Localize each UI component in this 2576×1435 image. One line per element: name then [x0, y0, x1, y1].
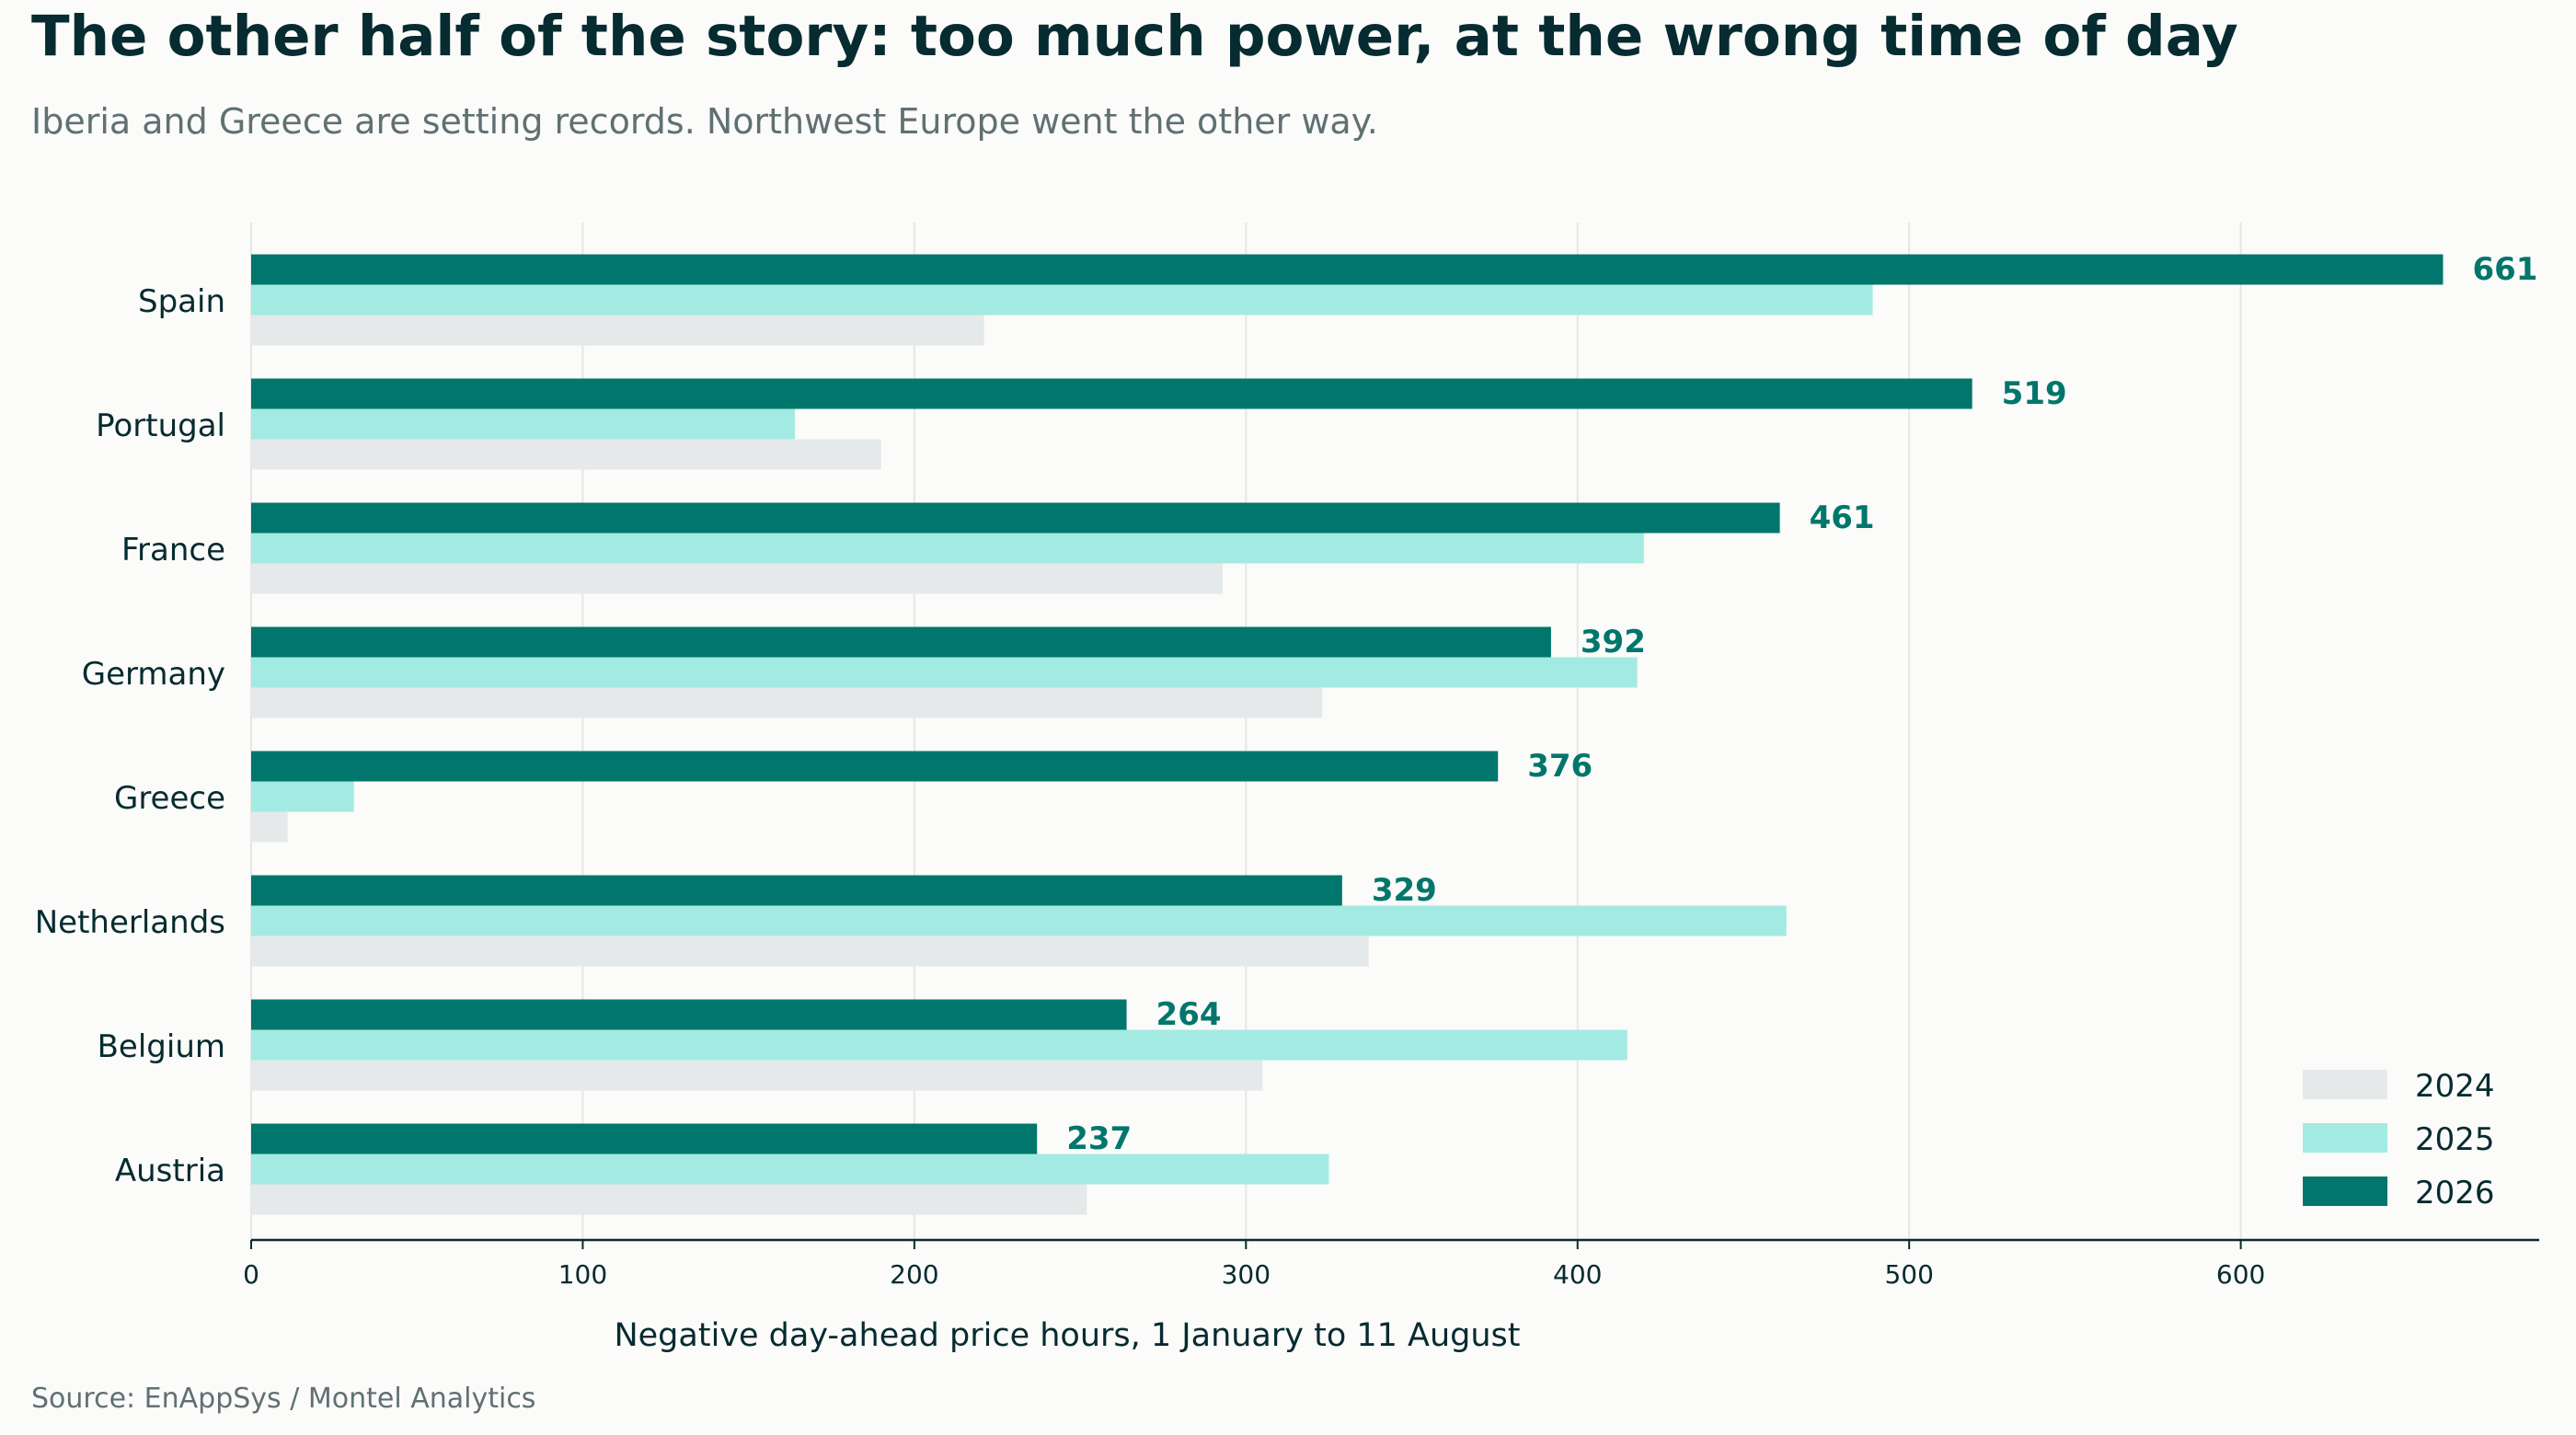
data-label-greece: 376: [1527, 748, 1593, 785]
bar-belgium-2024: [251, 1060, 1263, 1091]
category-label-portugal: Portugal: [96, 408, 225, 444]
legend-swatch-2024: [2303, 1070, 2387, 1099]
x-tick-label: 0: [243, 1259, 259, 1290]
bar-france-2026: [251, 502, 1780, 534]
category-label-germany: Germany: [82, 656, 225, 693]
bar-germany-2025: [251, 657, 1638, 688]
legend-swatch-2025: [2303, 1123, 2387, 1153]
legend-label-2026: 2026: [2415, 1175, 2495, 1211]
data-label-austria: 237: [1066, 1120, 1132, 1157]
bar-netherlands-2025: [251, 905, 1787, 936]
data-label-france: 461: [1810, 499, 1875, 536]
bar-netherlands-2024: [251, 936, 1369, 967]
category-label-spain: Spain: [138, 283, 225, 320]
bar-france-2024: [251, 563, 1224, 594]
legend-label-2025: 2025: [2415, 1121, 2495, 1158]
data-labels: 661 519 461 392 376 329 264 237: [1066, 251, 2537, 1157]
x-tick-label: 100: [558, 1259, 607, 1290]
x-tick-label: 400: [1553, 1259, 1602, 1290]
bars: [251, 254, 2444, 1215]
category-labels: Spain Portugal France Germany Greece Netherla…: [35, 283, 225, 1189]
bar-netherlands-2026: [251, 875, 1342, 906]
category-label-france: France: [121, 532, 225, 568]
legend-swatch-2026: [2303, 1177, 2387, 1206]
category-label-netherlands: Netherlands: [35, 904, 225, 941]
legend: 2024 2025 2026: [2303, 1068, 2495, 1211]
bar-spain-2024: [251, 315, 984, 346]
data-label-netherlands: 329: [1372, 872, 1437, 909]
bar-austria-2025: [251, 1154, 1329, 1185]
bar-germany-2026: [251, 626, 1551, 658]
bar-spain-2026: [251, 254, 2444, 285]
bar-spain-2025: [251, 284, 1873, 316]
data-label-germany: 392: [1581, 624, 1646, 660]
source-note: Source: EnAppSys / Montel Analytics: [31, 1383, 536, 1415]
x-axis-label: Negative day-ahead price hours, 1 Januar…: [614, 1317, 1520, 1354]
bar-portugal-2024: [251, 439, 881, 470]
data-label-belgium: 264: [1156, 996, 1222, 1033]
x-tick-label: 200: [890, 1259, 938, 1290]
x-tick-label: 500: [1884, 1259, 1933, 1290]
category-label-austria: Austria: [115, 1153, 225, 1189]
x-tick-label: 300: [1222, 1259, 1271, 1290]
bar-belgium-2026: [251, 999, 1127, 1030]
legend-label-2024: 2024: [2415, 1068, 2495, 1105]
bar-austria-2026: [251, 1123, 1038, 1154]
x-tick-label: 600: [2216, 1259, 2265, 1290]
bar-austria-2024: [251, 1184, 1087, 1215]
chart-subtitle: Iberia and Greece are setting records. N…: [31, 101, 1378, 142]
bar-greece-2025: [251, 781, 354, 812]
data-label-spain: 661: [2472, 251, 2537, 288]
bar-portugal-2026: [251, 378, 1972, 409]
category-label-greece: Greece: [114, 780, 225, 817]
bar-belgium-2025: [251, 1029, 1627, 1061]
x-axis: 0 100 200 300 400 500 600: [243, 1238, 2539, 1290]
category-label-belgium: Belgium: [98, 1028, 225, 1065]
bar-greece-2024: [251, 811, 288, 843]
data-label-portugal: 519: [2002, 375, 2067, 412]
chart-title: The other half of the story: too much po…: [31, 4, 2238, 69]
bar-germany-2024: [251, 687, 1323, 718]
bar-france-2025: [251, 533, 1644, 564]
bar-greece-2026: [251, 751, 1499, 782]
bar-portugal-2025: [251, 408, 796, 440]
